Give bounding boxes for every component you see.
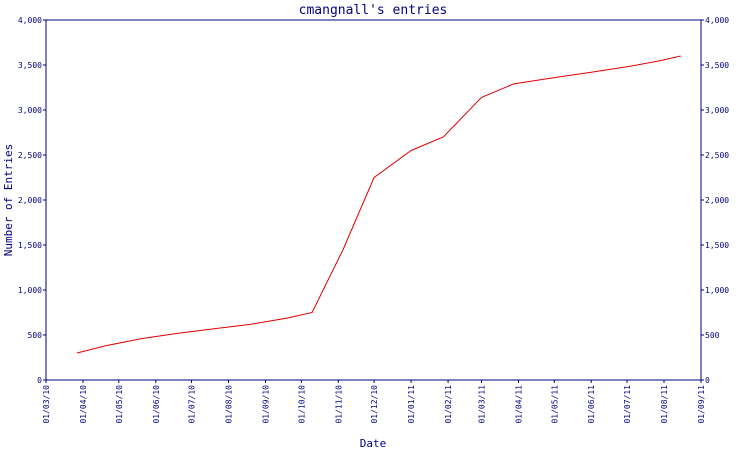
y-tick-label-right: 500 — [705, 331, 720, 340]
x-tick-label: 01/04/10 — [79, 385, 88, 424]
axes — [45, 19, 702, 381]
x-tick-label: 01/12/10 — [370, 385, 379, 424]
x-tick-label: 01/03/10 — [42, 385, 51, 424]
y-tick-label-right: 1,000 — [705, 286, 729, 295]
series-group — [76, 55, 681, 354]
chart-title: cmangnall's entries — [299, 3, 448, 18]
x-tick-label: 01/10/10 — [297, 385, 306, 424]
y-tick-label-right: 4,000 — [705, 16, 729, 25]
x-tick-label: 01/06/11 — [587, 385, 596, 424]
x-ticks: 01/03/10 01/04/10 01/05/10 01/06/10 01/07/10… — [42, 380, 706, 424]
y-tick-label-right: 2,000 — [705, 196, 729, 205]
x-tick-label: 01/06/10 — [152, 385, 161, 424]
y-tick-label-right: 3,500 — [705, 61, 729, 70]
x-tick-label: 01/07/10 — [188, 385, 197, 424]
y-tick-label-right: 2,500 — [705, 151, 729, 160]
y-tick-label-left: 4,000 — [18, 16, 42, 25]
y-tick-label-right: 0 — [705, 376, 710, 385]
series-line — [76, 55, 681, 354]
x-tick-label: 01/08/11 — [660, 385, 669, 424]
x-tick-label: 01/09/10 — [262, 385, 271, 424]
x-tick-label: 01/05/10 — [115, 385, 124, 424]
y-tick-label-left: 1,000 — [18, 286, 42, 295]
y-tick-label-left: 2,500 — [18, 151, 42, 160]
x-tick-label: 01/05/11 — [550, 385, 559, 424]
x-axis-label: Date — [360, 437, 387, 450]
y-tick-label-right: 3,000 — [705, 106, 729, 115]
y-tick-label-left: 500 — [28, 331, 43, 340]
y-tick-label-left: 0 — [37, 376, 42, 385]
x-tick-label: 01/11/10 — [334, 385, 343, 424]
y-ticks: 0 0 500 500 1,000 1,000 1,500 1,500 2,000 2,000 2,… — [18, 16, 729, 385]
x-tick-label: 01/09/11 — [697, 385, 706, 424]
y-tick-label-left: 3,500 — [18, 61, 42, 70]
y-tick-label-left: 1,500 — [18, 241, 42, 250]
x-tick-label: 01/04/11 — [514, 385, 523, 424]
y-tick-label-right: 1,500 — [705, 241, 729, 250]
y-tick-label-left: 2,000 — [18, 196, 42, 205]
x-tick-label: 01/02/11 — [444, 385, 453, 424]
x-tick-label: 01/03/11 — [477, 385, 486, 424]
x-tick-label: 01/01/11 — [407, 385, 416, 424]
y-axis-label: Number of Entries — [2, 144, 15, 257]
x-tick-label: 01/08/10 — [225, 385, 234, 424]
x-tick-label: 01/07/11 — [623, 385, 632, 424]
y-tick-label-left: 3,000 — [18, 106, 42, 115]
